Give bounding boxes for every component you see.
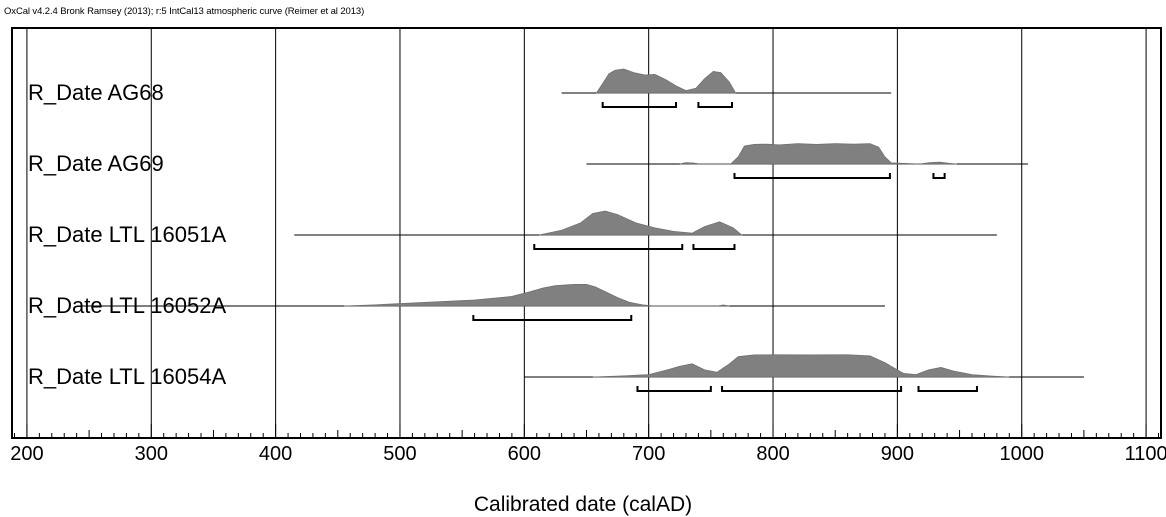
series-row: R_Date LTL 16052A (28, 284, 885, 321)
tick-label: 1000 (999, 443, 1044, 465)
tick-label: 600 (508, 443, 541, 465)
probability-distribution (592, 354, 1010, 378)
range-bracket (733, 173, 891, 179)
series-row: R_Date AG69 (28, 143, 1028, 179)
range-bracket (636, 386, 712, 392)
series-label: R_Date LTL 16054A (28, 364, 226, 389)
range-bracket (692, 244, 736, 250)
probability-distribution (595, 68, 737, 94)
tick-label: 400 (259, 443, 292, 465)
credit-line: OxCal v4.2.4 Bronk Ramsey (2013); r:5 In… (4, 6, 365, 17)
x-axis-title: Calibrated date (calAD) (473, 493, 693, 516)
range-bracket (917, 386, 978, 392)
series-label: R_Date AG69 (28, 151, 164, 176)
series-label: R_Date LTL 16052A (28, 293, 226, 318)
tick-label: 200 (10, 443, 43, 465)
range-bracket (533, 244, 684, 250)
series-row: R_Date LTL 16051A (28, 210, 997, 250)
probability-distribution (539, 210, 743, 236)
probability-distribution (343, 284, 730, 307)
tick-label: 500 (383, 443, 416, 465)
tick-label: 700 (632, 443, 665, 465)
series-row: R_Date LTL 16054A (28, 354, 1084, 392)
range-bracket (932, 173, 946, 179)
range-bracket (721, 386, 903, 392)
series-label: R_Date AG68 (28, 80, 164, 105)
series-label: R_Date LTL 16051A (28, 222, 226, 247)
tick-label: 800 (756, 443, 789, 465)
range-bracket (601, 102, 678, 108)
tick-label: 300 (135, 443, 168, 465)
series-row: R_Date AG68 (28, 68, 892, 108)
probability-distribution (679, 143, 958, 165)
tick-label: 900 (881, 443, 914, 465)
range-bracket (472, 315, 633, 321)
range-bracket (697, 102, 733, 108)
tick-label: 1100 (1125, 443, 1166, 465)
